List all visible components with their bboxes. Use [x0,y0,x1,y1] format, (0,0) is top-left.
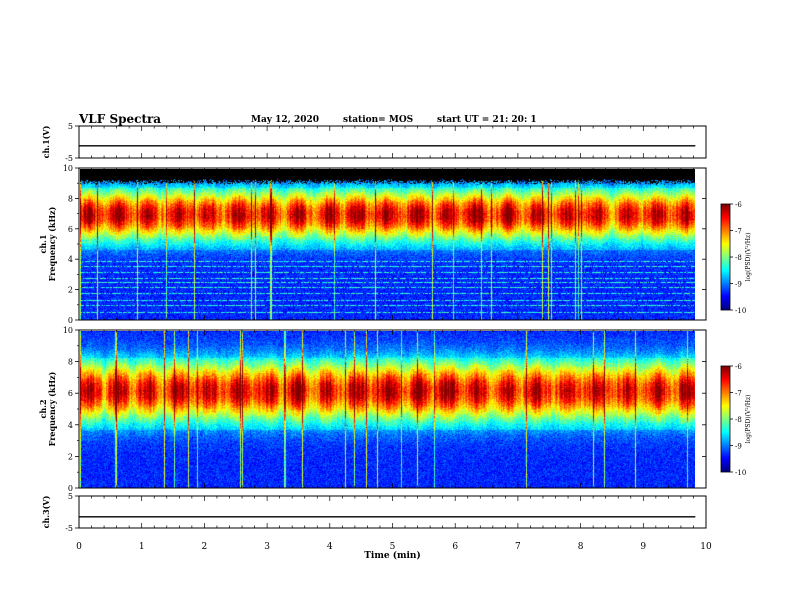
y-tick-label: 0 [68,484,73,493]
spectrogram-layer [80,169,730,488]
figure-title: VLF Spectra [79,112,162,126]
colorbar-ch1 [721,204,730,310]
colorbar-tick-label: -10 [735,469,746,477]
y-tick-label: 2 [68,452,73,461]
colorbar-tick-label: -6 [735,363,742,371]
y-tick-label: 4 [68,255,73,264]
station-label: station= MOS [343,115,414,125]
y-axis-label-ch1-spectrogram: Frequency (kHz) [47,206,57,281]
x-axis-label: Time (min) [364,550,421,561]
y-axis-label-ch2-spectrogram: Frequency (kHz) [47,371,57,446]
colorbar-tick-label: -10 [735,307,746,315]
y-tick-label: 0 [68,316,73,325]
colorbar-tick-label: -8 [735,416,742,424]
y-tick-label: -5 [65,524,73,533]
x-tick-label: 10 [700,542,712,552]
spectrogram-image-ch1 [80,169,695,320]
x-tick-label: 5 [390,542,396,552]
colorbar-ch2 [721,366,730,472]
x-tick-label: 8 [578,542,584,552]
y-tick-label: 6 [68,225,73,234]
x-tick-label: 9 [640,542,646,552]
y-tick-label: 5 [68,492,73,501]
x-tick-label: 0 [76,542,82,552]
y-axis-label-ch1-voltage: ch.1(V) [41,125,51,158]
x-tick-label: 1 [139,542,145,552]
y-tick-label: 10 [63,326,73,335]
colorbar-tick-label: -7 [735,228,742,236]
y-axis-label-ch2-spectrogram: ch.2 [38,399,48,418]
x-tick-label: 2 [202,542,208,552]
x-tick-label: 6 [452,542,458,552]
colorbar-tick-label: -7 [735,390,742,398]
spectrogram-image-ch2 [80,331,695,488]
colorbar-label-ch1: log(PSD)(V²/Hz) [745,233,752,282]
y-tick-label: 10 [63,164,73,173]
y-tick-label: 6 [68,389,73,398]
start-time-label: start UT = 21: 20: 1 [437,115,537,125]
y-tick-label: 8 [68,194,73,203]
y-tick-label: 8 [68,358,73,367]
y-tick-label: 5 [68,122,73,131]
x-tick-label: 3 [264,542,270,552]
colorbar-tick-label: -6 [735,201,742,209]
y-tick-label: -5 [65,154,73,163]
date-label: May 12, 2020 [251,115,319,125]
y-axis-label-ch1-spectrogram: ch.1 [38,234,48,253]
x-tick-label: 4 [327,542,333,552]
y-tick-label: 2 [68,286,73,295]
y-axis-label-ch3-voltage: ch.3(V) [41,495,51,528]
colorbar-label-ch2: log(PSD)(V²/Hz) [745,395,752,444]
colorbar-tick-label: -9 [735,281,742,289]
colorbar-tick-label: -8 [735,254,742,262]
colorbar-tick-label: -9 [735,443,742,451]
y-tick-label: 4 [68,421,73,430]
x-tick-label: 7 [515,542,521,552]
